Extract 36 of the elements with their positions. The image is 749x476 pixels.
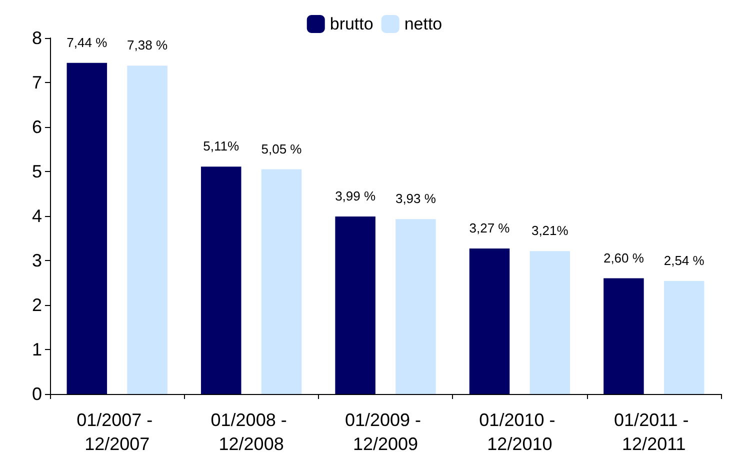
y-tick-label: 1 <box>32 340 42 360</box>
y-tick-label: 2 <box>32 295 42 315</box>
x-tick-label: 01/2009 - 12/2009 <box>344 410 426 454</box>
y-tick-label: 3 <box>32 250 42 270</box>
y-tick-label: 6 <box>32 117 42 137</box>
bar <box>396 219 436 394</box>
legend-label: brutto <box>330 14 374 34</box>
bar <box>66 62 108 394</box>
bar <box>664 280 704 394</box>
y-tick-label: 5 <box>32 162 42 182</box>
bar <box>530 251 570 394</box>
bar <box>200 166 242 394</box>
y-tick-label: 0 <box>32 384 42 404</box>
x-tick-label: 01/2010 - 12/2010 <box>479 410 560 454</box>
legend-label: netto <box>404 14 442 34</box>
x-tick-label: 01/2011 - 12/2011 <box>614 410 694 454</box>
y-tick-label: 7 <box>32 72 42 92</box>
data-label: 2,60 % <box>603 250 644 266</box>
bar <box>261 169 302 394</box>
x-tick-label: 01/2008 - 12/2008 <box>210 410 292 454</box>
data-label: 2,54 % <box>664 252 705 268</box>
data-label: 3,21% <box>531 223 569 238</box>
y-tick-label: 4 <box>32 206 42 226</box>
y-tick-label: 8 <box>32 28 42 48</box>
data-label: 5,05 % <box>261 141 302 156</box>
data-label: 5,11% <box>203 138 240 154</box>
data-label: 7,44 % <box>66 34 108 50</box>
bar <box>335 216 376 394</box>
x-tick-label: 01/2007 - 12/2007 <box>76 410 158 454</box>
data-label: 3,99 % <box>335 188 376 204</box>
data-label: 7,38 % <box>127 38 168 53</box>
bar <box>604 278 644 394</box>
data-label: 3,27 % <box>469 220 510 236</box>
bar <box>127 66 168 394</box>
bar <box>469 248 510 394</box>
data-label: 3,93 % <box>395 191 436 206</box>
